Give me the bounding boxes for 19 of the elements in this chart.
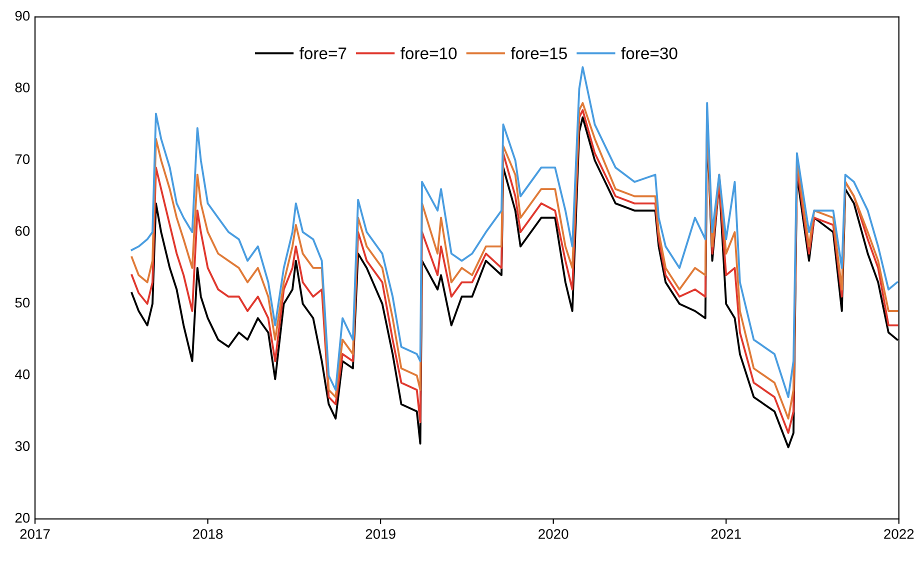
y-tick-label: 80 — [15, 82, 30, 92]
x-tick-label: 2017 — [20, 529, 50, 539]
x-tick-label: 2019 — [366, 529, 396, 539]
x-tick-label: 2020 — [538, 529, 568, 539]
legend-label: fore=30 — [621, 47, 678, 60]
legend-label: fore=7 — [300, 47, 346, 60]
y-tick-label: 20 — [15, 512, 30, 523]
y-tick-label: 40 — [15, 369, 30, 380]
x-tick-label: 2018 — [193, 529, 223, 539]
x-tick-label: 2022 — [884, 529, 914, 539]
legend-label: fore=15 — [510, 47, 567, 60]
line-series — [130, 66, 898, 398]
x-tick-label: 2021 — [711, 529, 741, 539]
y-tick-label: 60 — [15, 226, 30, 236]
y-tick-label: 70 — [15, 154, 30, 164]
y-tick-label: 90 — [15, 10, 30, 21]
legend-label: fore=10 — [400, 47, 457, 60]
y-tick-label: 50 — [15, 298, 30, 308]
y-tick-label: 30 — [15, 441, 30, 451]
